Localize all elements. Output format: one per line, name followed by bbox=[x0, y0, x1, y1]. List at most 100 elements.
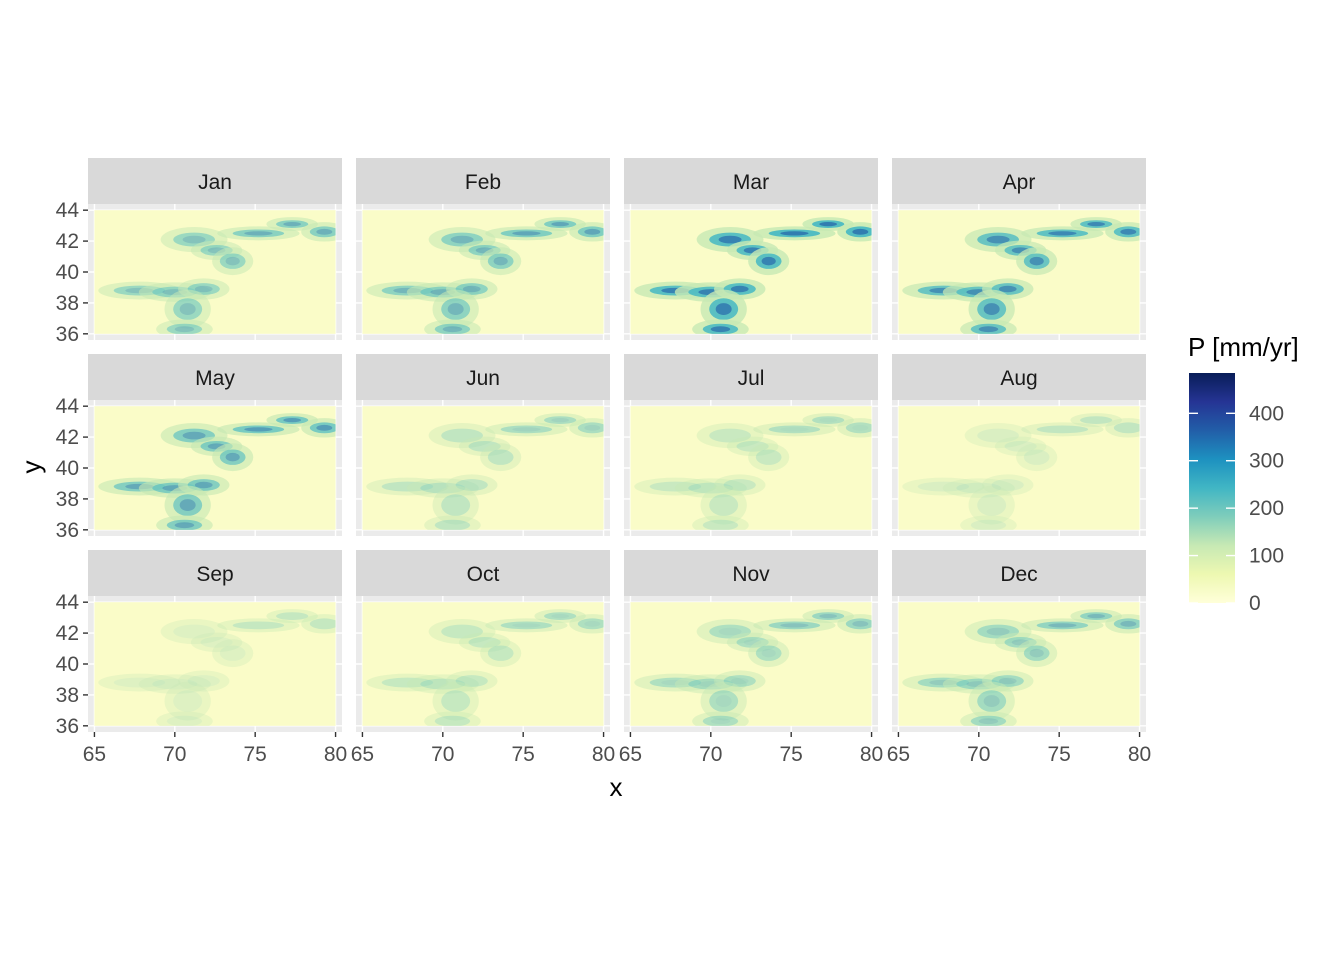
precip-halo bbox=[458, 632, 511, 653]
precip-halo bbox=[366, 477, 449, 496]
precip-core bbox=[500, 229, 553, 238]
precip-halo bbox=[802, 413, 854, 428]
facet-label-mar: Mar bbox=[733, 171, 769, 194]
precip-core bbox=[441, 428, 483, 443]
facet-label-may: May bbox=[195, 367, 235, 390]
precip-core bbox=[544, 612, 577, 620]
precip-halo bbox=[902, 477, 985, 496]
facet-label-oct: Oct bbox=[467, 563, 500, 586]
precip-core bbox=[723, 675, 756, 687]
facet-label-dec: Dec bbox=[1000, 563, 1037, 586]
precip-peak bbox=[182, 235, 206, 244]
x-tick-label: 80 bbox=[860, 743, 883, 766]
precip-pattern-apr bbox=[902, 217, 1140, 334]
precip-peak bbox=[283, 221, 302, 227]
precip-core bbox=[1036, 621, 1089, 630]
precip-halo bbox=[696, 619, 764, 645]
precip-peak bbox=[780, 623, 809, 628]
precip-halo bbox=[432, 485, 479, 525]
precip-core bbox=[468, 440, 501, 452]
precip-peak bbox=[225, 256, 240, 266]
precip-peak bbox=[584, 620, 601, 627]
precip-halo bbox=[634, 673, 717, 692]
precip-halo bbox=[692, 515, 749, 530]
precip-halo bbox=[1105, 418, 1140, 438]
precip-halo bbox=[428, 423, 496, 449]
precip-core bbox=[755, 645, 782, 661]
precip-halo bbox=[156, 711, 213, 726]
precip-core bbox=[1113, 422, 1140, 434]
precip-pattern-oct bbox=[366, 609, 604, 726]
precip-peak bbox=[1048, 231, 1077, 236]
precip-halo bbox=[960, 515, 1017, 530]
precip-core bbox=[276, 220, 309, 228]
precip-peak bbox=[983, 303, 1000, 316]
precip-halo bbox=[212, 639, 254, 668]
precip-core bbox=[577, 422, 604, 434]
precip-peak bbox=[819, 221, 838, 227]
precip-halo bbox=[424, 711, 481, 726]
precip-core bbox=[702, 519, 739, 530]
precip-core bbox=[812, 612, 845, 620]
precip-raster-aug bbox=[898, 406, 1140, 530]
precip-peak bbox=[316, 424, 333, 431]
precip-peak bbox=[998, 677, 1017, 685]
y-tick-label: 42 bbox=[56, 426, 79, 449]
precip-raster-sep bbox=[94, 602, 336, 726]
facet-label-nov: Nov bbox=[732, 563, 770, 586]
x-tick-label: 65 bbox=[83, 743, 106, 766]
precip-core bbox=[309, 226, 336, 238]
precip-peak bbox=[551, 221, 570, 227]
precip-core bbox=[977, 428, 1019, 443]
precip-halo bbox=[1016, 443, 1058, 472]
precip-pattern-mar bbox=[634, 217, 872, 334]
precip-core bbox=[173, 690, 203, 712]
precip-halo bbox=[748, 443, 790, 472]
y-tick-label: 44 bbox=[56, 395, 80, 418]
precip-halo bbox=[726, 632, 779, 653]
precip-peak bbox=[1029, 648, 1044, 658]
precip-core bbox=[709, 624, 751, 639]
facet-strip-nov bbox=[624, 550, 878, 596]
precip-core bbox=[420, 678, 466, 690]
facet-label-sep: Sep bbox=[196, 563, 233, 586]
precip-peak bbox=[978, 718, 999, 725]
precip-halo bbox=[160, 619, 228, 645]
precip-core bbox=[755, 449, 782, 465]
precip-core bbox=[309, 422, 336, 434]
precip-core bbox=[381, 481, 434, 492]
y-tick-label: 40 bbox=[56, 261, 79, 284]
precip-peak bbox=[225, 452, 240, 462]
precip-peak bbox=[1087, 221, 1106, 227]
y-tick-label: 44 bbox=[56, 591, 80, 614]
precip-core bbox=[166, 323, 203, 334]
precip-peak bbox=[1029, 256, 1044, 266]
precip-halo bbox=[178, 670, 230, 692]
precip-pattern-jul bbox=[634, 413, 872, 530]
precip-core bbox=[434, 323, 471, 334]
precip-peak bbox=[986, 235, 1010, 244]
precip-halo bbox=[432, 681, 479, 721]
precip-core bbox=[276, 612, 309, 620]
precip-core bbox=[1080, 416, 1113, 424]
precip-peak bbox=[998, 285, 1017, 293]
precip-core bbox=[200, 636, 233, 648]
legend-label: 100 bbox=[1249, 545, 1284, 568]
precip-core bbox=[420, 482, 466, 494]
precip-peak bbox=[551, 613, 570, 619]
y-tick-label: 38 bbox=[56, 684, 79, 707]
precip-pattern-dec bbox=[902, 609, 1140, 726]
precip-core bbox=[441, 298, 471, 320]
precip-halo bbox=[458, 436, 511, 457]
precip-halo bbox=[700, 485, 747, 525]
precip-peak bbox=[710, 718, 731, 725]
precip-peak bbox=[978, 326, 999, 333]
facet-label-jan: Jan bbox=[198, 171, 232, 194]
precip-core bbox=[500, 621, 553, 630]
precip-halo bbox=[1016, 639, 1058, 668]
precip-core bbox=[1036, 425, 1089, 434]
precip-peak bbox=[780, 231, 809, 236]
precip-pattern-feb bbox=[366, 217, 604, 334]
x-tick-label: 70 bbox=[699, 743, 722, 766]
facet-label-jun: Jun bbox=[466, 367, 500, 390]
